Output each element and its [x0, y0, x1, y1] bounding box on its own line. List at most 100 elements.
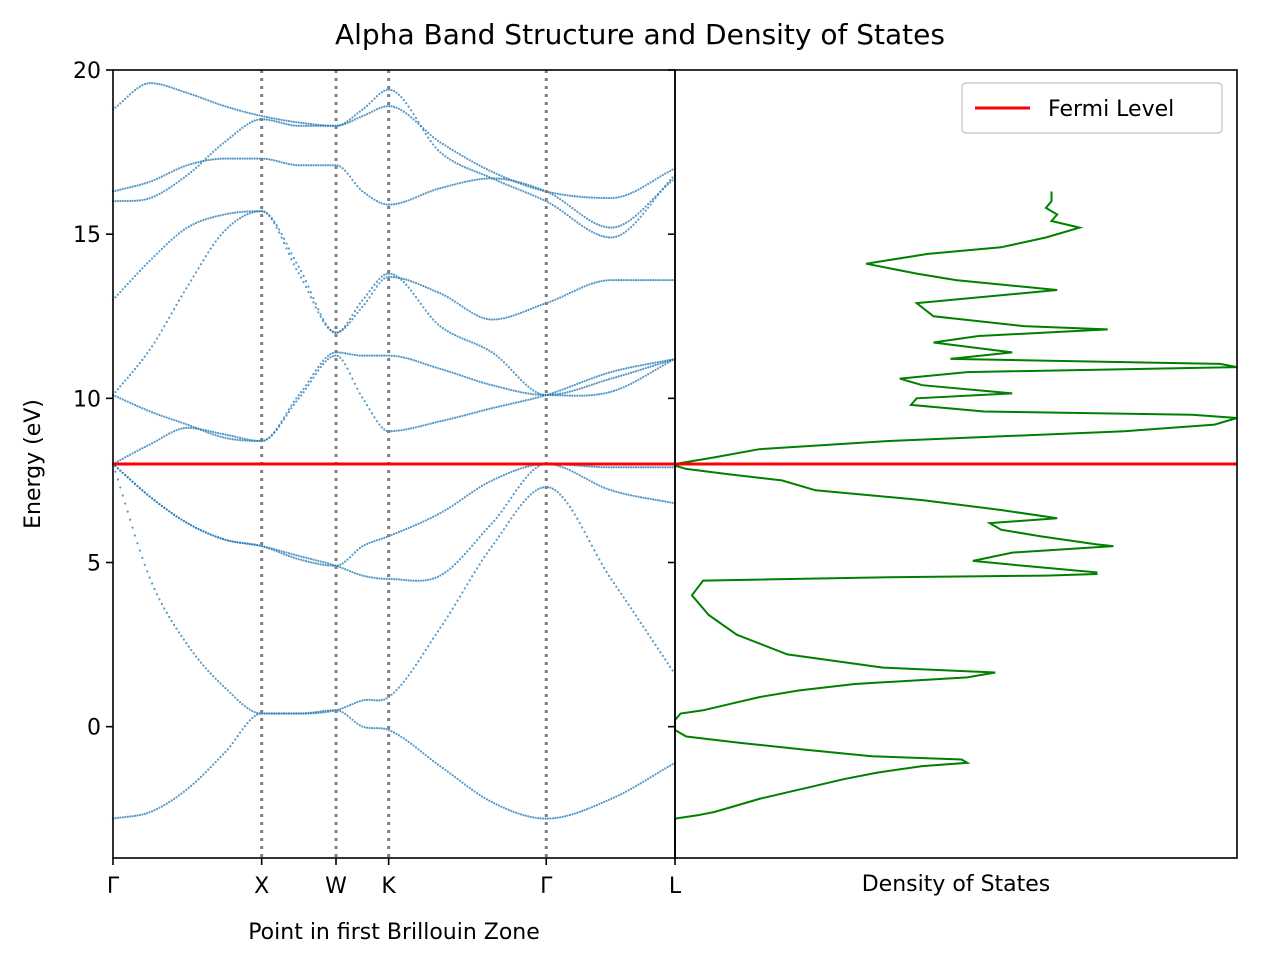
band-point [463, 307, 466, 310]
band-point [568, 469, 572, 472]
band-point [392, 577, 396, 581]
band-point [642, 496, 645, 499]
band-point [478, 172, 481, 175]
band-point [309, 561, 313, 564]
band-point [480, 533, 484, 536]
band-point [417, 360, 420, 363]
band-point [212, 243, 215, 247]
band-point [231, 435, 234, 438]
band-point [209, 158, 212, 161]
band-point [346, 120, 349, 123]
band-series-4 [111, 354, 677, 466]
band-point [397, 202, 400, 205]
band-point [427, 645, 430, 648]
band-point [595, 804, 598, 807]
band-point [610, 226, 613, 229]
band-point [129, 93, 132, 96]
band-point [412, 112, 415, 116]
band-point [585, 535, 589, 538]
band-point [510, 179, 513, 182]
band-point [160, 191, 163, 194]
band-point [282, 418, 286, 421]
band-point [449, 370, 452, 373]
band-point [505, 177, 508, 180]
band-point [412, 426, 415, 429]
band-point [148, 180, 151, 183]
band-point [444, 328, 447, 331]
band-point [546, 201, 550, 204]
band-point [439, 187, 442, 190]
band-point [434, 137, 437, 141]
band-point [304, 164, 308, 167]
band-point [507, 388, 510, 391]
band-point [268, 118, 271, 122]
band-point [246, 721, 249, 725]
band-point [500, 404, 503, 408]
band-point [212, 158, 215, 161]
band-point [326, 326, 330, 329]
band-point [427, 423, 430, 426]
band-point [488, 407, 491, 410]
band-point [588, 378, 591, 381]
band-point [651, 198, 655, 201]
band-point [165, 802, 168, 805]
band-point [527, 392, 530, 395]
band-point [566, 203, 569, 206]
band-point [654, 368, 657, 372]
band-point [141, 198, 144, 202]
band-point [478, 164, 481, 167]
band-point [282, 119, 286, 122]
band-point [324, 356, 327, 360]
band-point [170, 86, 173, 89]
band-point [463, 496, 466, 499]
band-point [449, 297, 452, 300]
band-point [312, 164, 315, 167]
band-point [519, 311, 523, 314]
band-point [270, 218, 273, 221]
band-point [407, 427, 410, 431]
band-point [295, 267, 298, 271]
band-point [141, 556, 144, 559]
band-point [212, 216, 215, 219]
band-point [273, 431, 276, 434]
band-point [539, 486, 542, 490]
band-point [307, 712, 310, 715]
band-point [644, 184, 647, 187]
band-point [260, 114, 264, 118]
band-point [627, 193, 630, 196]
band-point [468, 786, 471, 790]
band-point [268, 116, 271, 119]
band-point [234, 157, 237, 160]
band-point [583, 215, 586, 219]
band-point [351, 377, 354, 380]
band-point [199, 428, 203, 431]
band-point [182, 90, 185, 93]
band-point [441, 142, 444, 146]
band-point [417, 660, 420, 663]
band-point [297, 164, 300, 167]
band-point [461, 305, 464, 308]
band-point [583, 530, 586, 534]
band-point [451, 565, 454, 568]
band-point [116, 104, 119, 107]
band-point [146, 352, 149, 355]
band-point [300, 124, 303, 127]
band-point [607, 279, 611, 282]
band-point [429, 641, 432, 644]
band-point [512, 180, 515, 183]
band-point [312, 558, 315, 561]
band-point [326, 564, 330, 567]
band-point [265, 157, 269, 161]
band-point [598, 558, 601, 561]
band-point [510, 517, 513, 520]
band-point [175, 796, 178, 799]
band-point [402, 98, 405, 102]
band-point [341, 351, 344, 354]
band-point [519, 182, 523, 185]
band-point [397, 107, 400, 110]
band-point [402, 528, 405, 532]
band-point [143, 264, 146, 267]
band-point [207, 99, 210, 102]
band-point [485, 382, 488, 385]
band-point [405, 527, 408, 531]
